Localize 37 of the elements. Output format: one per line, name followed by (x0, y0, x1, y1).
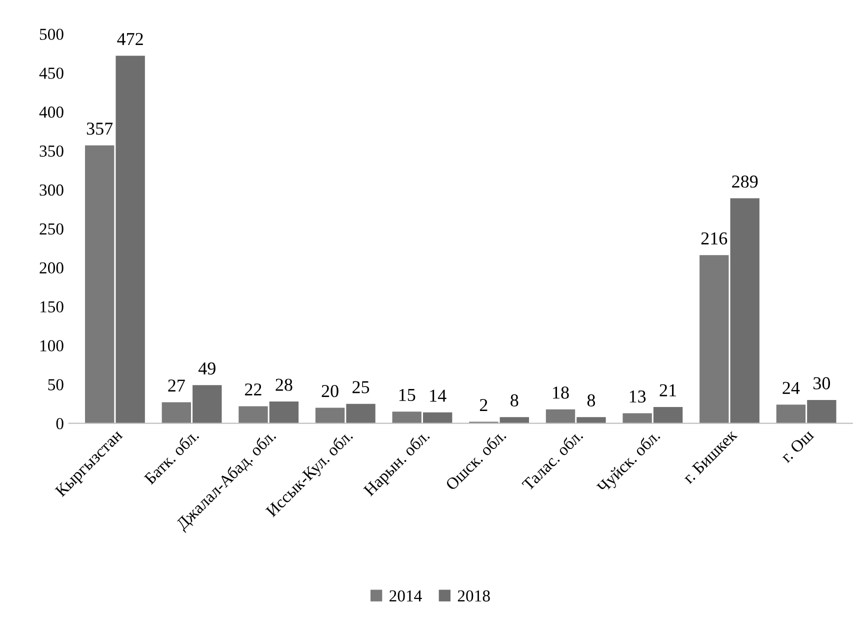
data-label: 472 (117, 33, 143, 46)
x-tick-label: Батк. обл. (142, 428, 200, 486)
data-label: 28 (276, 378, 292, 391)
y-tick-label: 100 (40, 340, 64, 352)
bar (700, 255, 729, 424)
y-tick-label: 300 (40, 184, 64, 196)
y-tick-label: 450 (39, 68, 64, 79)
data-label: 21 (660, 384, 676, 396)
data-label: 49 (198, 362, 216, 375)
y-tick-label: 350 (40, 145, 64, 157)
data-label: 27 (168, 380, 185, 392)
y-tick-label: 200 (40, 262, 64, 274)
data-label: 15 (399, 388, 416, 402)
data-label: 18 (553, 386, 569, 399)
bar (730, 198, 760, 424)
data-label: 25 (352, 381, 370, 394)
data-label: 216 (701, 232, 728, 245)
y-tick-label: 500 (40, 28, 64, 40)
data-label: 8 (587, 394, 596, 406)
x-tick-label: г. Ош (780, 428, 814, 464)
data-label: 2 (480, 399, 488, 411)
data-label: 24 (782, 382, 800, 394)
legend-label: 2018 (458, 590, 490, 602)
data-label: 8 (510, 394, 518, 406)
y-tick-label: 400 (39, 106, 64, 118)
data-label: 22 (245, 383, 262, 396)
data-label: 357 (86, 122, 113, 135)
y-tick-label: 50 (48, 379, 64, 390)
data-label: 289 (732, 175, 758, 188)
data-label: 20 (322, 384, 338, 398)
legend-label: 2014 (390, 590, 422, 602)
y-tick-label: 250 (40, 223, 64, 235)
data-label: 14 (430, 390, 446, 402)
data-label: 13 (630, 390, 646, 403)
y-tick-label: 0 (56, 418, 64, 430)
data-label: 30 (814, 377, 830, 390)
y-tick-label: 150 (40, 301, 64, 312)
